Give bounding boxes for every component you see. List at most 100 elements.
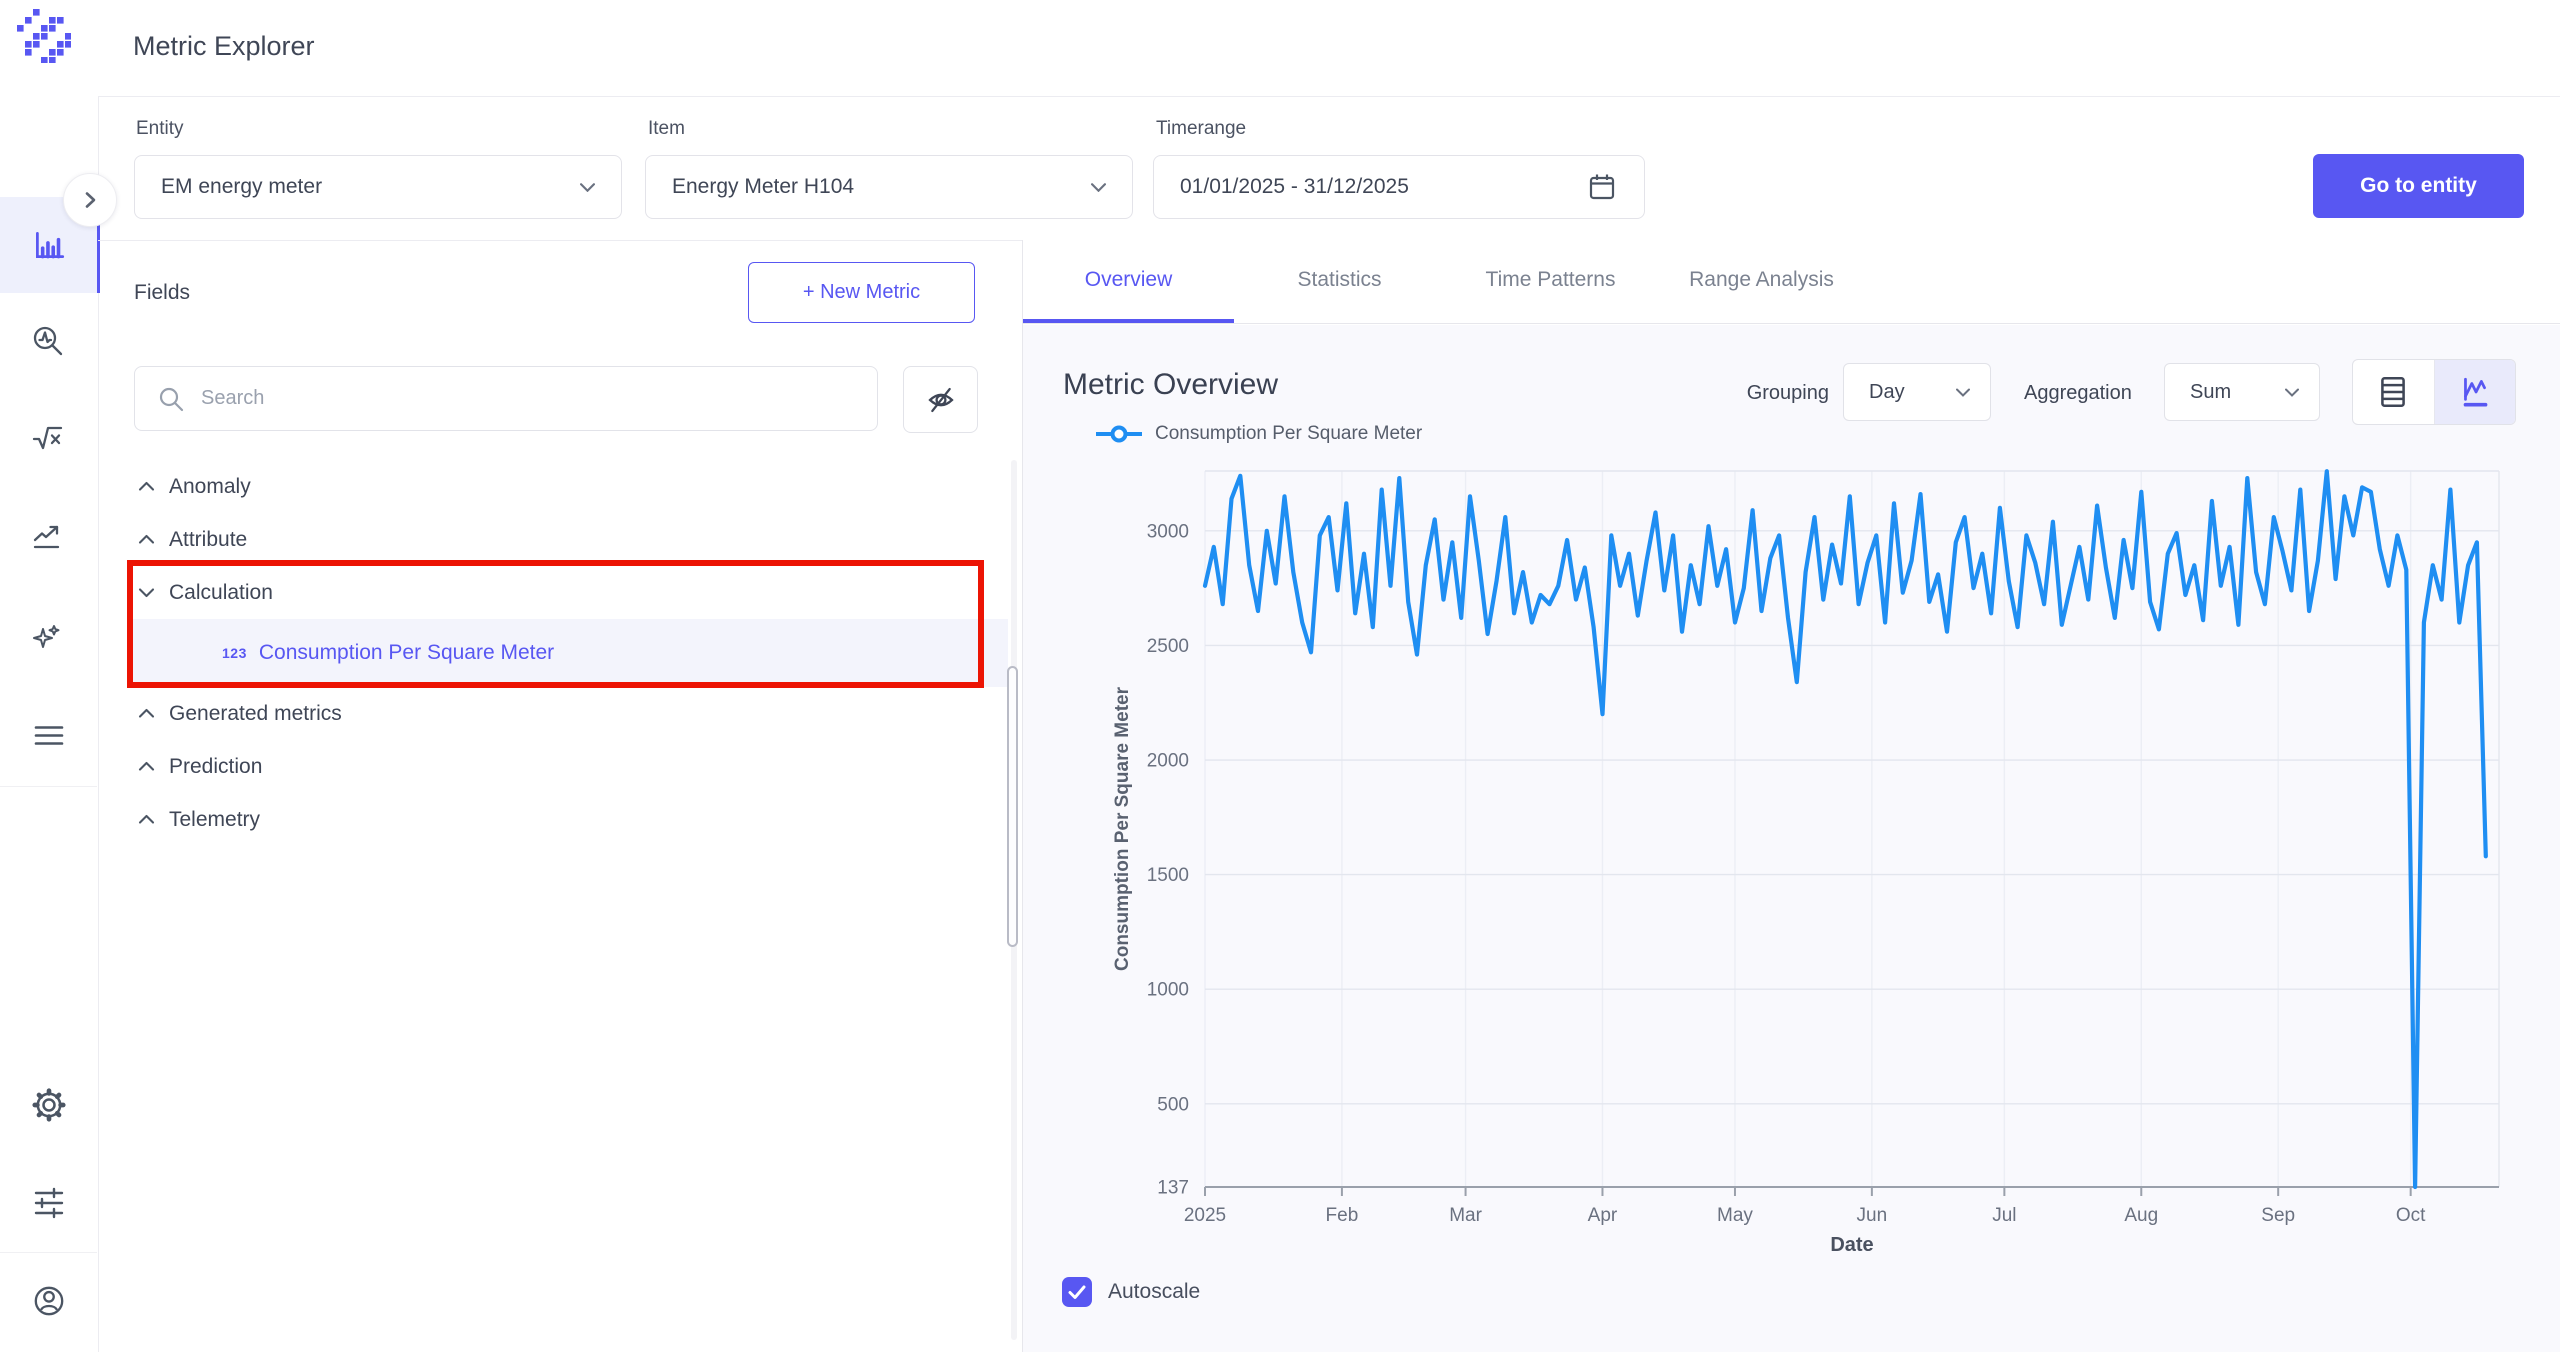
trend-icon (31, 520, 67, 556)
chevron-down-icon (1956, 388, 1970, 397)
x-tick-label: 2025 (1184, 1205, 1226, 1226)
sidebar-item-formulas[interactable] (0, 402, 97, 478)
chevron-up-icon (138, 708, 155, 719)
y-tick-label: 500 (1157, 1094, 1189, 1115)
field-item-consumption-per-square-meter[interactable]: 123 Consumption Per Square Meter (130, 619, 1008, 687)
x-tick-label: May (1717, 1205, 1753, 1226)
x-tick-label: Mar (1449, 1205, 1482, 1226)
field-group-label: Generated metrics (169, 701, 342, 725)
page-title: Metric Explorer (133, 31, 315, 61)
y-tick-label: 2000 (1147, 751, 1189, 772)
aggregation-value: Sum (2190, 380, 2232, 403)
sidebar-item-configuration[interactable] (0, 1165, 97, 1241)
field-group-telemetry[interactable]: Telemetry (130, 793, 1008, 846)
anomaly-search-icon (31, 324, 67, 360)
item-select[interactable]: Energy Meter H104 (645, 155, 1133, 219)
y-tick-label: 1500 (1147, 865, 1189, 886)
chevron-right-icon (77, 187, 103, 213)
series-line (1202, 469, 2488, 1190)
chevron-up-icon (138, 481, 155, 492)
eye-off-icon (926, 385, 956, 415)
section-title: Metric Overview (1063, 368, 1279, 401)
x-tick-label: Aug (2124, 1205, 2158, 1226)
chevron-up-icon (138, 761, 155, 772)
y-tick-label: 137 (1157, 1178, 1189, 1199)
sidebar-divider (0, 1252, 97, 1253)
x-tick-label: Jul (1992, 1205, 2016, 1226)
chevron-up-icon (138, 534, 155, 545)
sliders-icon (31, 1185, 67, 1221)
toggle-hidden-fields-button[interactable] (903, 366, 978, 433)
sidebar-item-account[interactable] (0, 1263, 97, 1339)
fields-tree: Anomaly Attribute Calculation 123 Consumptio… (130, 460, 1008, 846)
aggregation-select[interactable]: Sum (2164, 363, 2320, 421)
field-item-label: Consumption Per Square Meter (258, 641, 555, 664)
field-group-label: Anomaly (169, 474, 251, 498)
y-tick-label: 3000 (1147, 521, 1189, 542)
overview-panel: Metric Overview Consumption Per Square M… (1023, 325, 2560, 1352)
autoscale-checkbox[interactable] (1062, 1277, 1092, 1307)
x-tick-label: Oct (2396, 1205, 2426, 1226)
view-toggle (2352, 359, 2516, 425)
y-tick-label: 1000 (1147, 980, 1189, 1001)
settings-gear-icon (30, 1086, 68, 1124)
field-group-generated-metrics[interactable]: Generated metrics (130, 687, 1008, 740)
item-label: Item (648, 118, 685, 139)
tab-overview[interactable]: Overview (1023, 240, 1234, 323)
search-icon (157, 385, 185, 413)
tabs-bar: Overview Statistics Time Patterns Range Ana… (1023, 240, 2560, 324)
timerange-input[interactable]: 01/01/2025 - 31/12/2025 (1153, 155, 1645, 219)
ai-sparkles-icon (31, 622, 67, 658)
formula-sqrt-icon (31, 422, 67, 458)
panel-divider (1022, 240, 1023, 1352)
chart-legend[interactable]: Consumption Per Square Meter (1095, 423, 1422, 445)
field-group-label: Prediction (169, 754, 263, 778)
x-tick-label: Apr (1588, 1205, 1618, 1226)
sidebar-item-ai[interactable] (0, 602, 97, 678)
sidebar-item-trends[interactable] (0, 500, 97, 576)
x-tick-label: Sep (2261, 1205, 2295, 1226)
menu-icon (30, 718, 68, 754)
chevron-up-icon (138, 814, 155, 825)
user-icon (30, 1282, 68, 1320)
go-to-entity-button[interactable]: Go to entity (2313, 154, 2524, 218)
sidebar-item-anomaly[interactable] (0, 304, 97, 380)
field-group-attribute[interactable]: Attribute (130, 513, 1008, 566)
calendar-icon (1586, 171, 1618, 203)
aggregation-label: Aggregation (2024, 382, 2132, 404)
fields-panel-title: Fields (134, 281, 191, 304)
entity-label: Entity (136, 118, 184, 139)
tab-statistics[interactable]: Statistics (1297, 267, 1382, 291)
grouping-label: Grouping (1746, 382, 1829, 404)
field-group-calculation[interactable]: Calculation (130, 566, 1008, 619)
field-group-anomaly[interactable]: Anomaly (130, 460, 1008, 513)
y-axis-title: Consumption Per Square Meter (1112, 686, 1133, 971)
field-group-prediction[interactable]: Prediction (130, 740, 1008, 793)
entity-value: EM energy meter (161, 175, 323, 198)
sidebar-item-settings[interactable] (0, 1067, 97, 1143)
table-view-button[interactable] (2353, 360, 2434, 424)
bar-chart-icon (30, 226, 68, 264)
sidebar-expand-button[interactable] (63, 173, 117, 227)
chevron-down-icon (2285, 388, 2299, 397)
search-input[interactable] (199, 386, 877, 411)
metric-line-chart[interactable]: 137 500 1000 1500 2000 2500 3000 2025 Feb Mar Apr M… (1040, 450, 2540, 1260)
timerange-label: Timerange (1156, 118, 1247, 139)
x-tick-label: Jun (1857, 1205, 1888, 1226)
chevron-down-icon (138, 587, 155, 598)
field-group-label: Attribute (169, 527, 248, 551)
tab-time-patterns[interactable]: Time Patterns (1485, 267, 1616, 291)
tab-range-analysis[interactable]: Range Analysis (1689, 267, 1834, 291)
chart-view-button[interactable] (2433, 360, 2515, 424)
y-tick-label: 2500 (1147, 636, 1189, 657)
new-metric-button[interactable]: + New Metric (748, 262, 975, 323)
grouping-value: Day (1869, 380, 1905, 403)
entity-select[interactable]: EM energy meter (134, 155, 622, 219)
app-logo-icon (17, 9, 71, 63)
legend-label: Consumption Per Square Meter (1155, 423, 1423, 444)
chevron-down-icon (1091, 182, 1106, 192)
grouping-select[interactable]: Day (1843, 363, 1991, 421)
scrollbar-thumb[interactable] (1007, 666, 1018, 947)
sidebar-item-menu[interactable] (0, 698, 97, 774)
chevron-down-icon (580, 182, 595, 192)
